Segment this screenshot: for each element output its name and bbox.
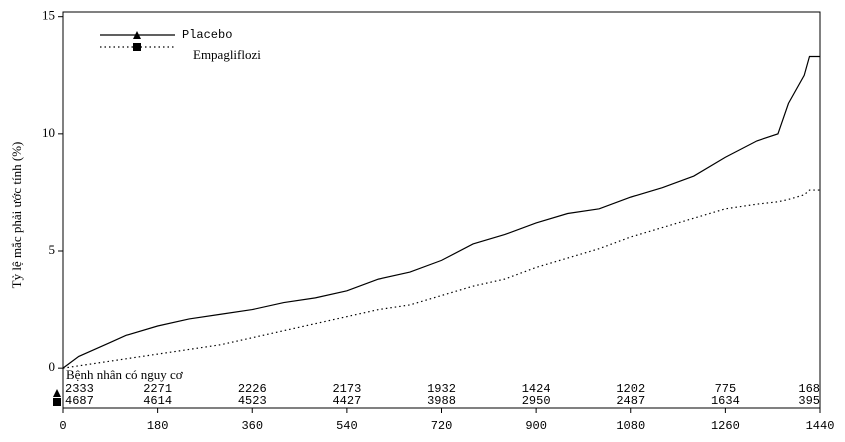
x-tick-label: 540 xyxy=(336,419,358,433)
plot-frame xyxy=(62,11,821,409)
legend-marker xyxy=(133,43,141,51)
risk-count: 4614 xyxy=(143,394,172,408)
risk-count: 4523 xyxy=(238,394,267,408)
y-axis-label: Tỷ lệ mắc phải ước tính (%) xyxy=(9,142,24,289)
risk-marker xyxy=(53,389,61,397)
risk-count: 4687 xyxy=(65,394,94,408)
risk-count: 4427 xyxy=(332,394,361,408)
risk-table-label: Bệnh nhân có nguy cơ xyxy=(66,367,184,382)
risk-count: 395 xyxy=(798,394,820,408)
risk-count: 2333 xyxy=(65,382,94,396)
risk-count: 168 xyxy=(798,382,820,396)
risk-count: 1424 xyxy=(522,382,551,396)
risk-marker xyxy=(53,398,61,406)
legend-label: Placebo xyxy=(182,28,232,42)
risk-count: 2487 xyxy=(616,394,645,408)
y-tick-label: 5 xyxy=(49,242,56,257)
risk-count: 3988 xyxy=(427,394,456,408)
series-line xyxy=(62,189,820,369)
y-tick-label: 15 xyxy=(42,8,55,23)
risk-count: 2950 xyxy=(522,394,551,408)
risk-count: 775 xyxy=(715,382,737,396)
x-tick-label: 1260 xyxy=(711,419,740,433)
risk-count: 2173 xyxy=(332,382,361,396)
risk-count: 1634 xyxy=(711,394,740,408)
x-tick-label: 900 xyxy=(525,419,547,433)
risk-count: 1202 xyxy=(616,382,645,396)
x-tick-label: 1440 xyxy=(806,419,835,433)
x-tick-label: 0 xyxy=(59,419,66,433)
risk-count: 2271 xyxy=(143,382,172,396)
legend-marker xyxy=(133,31,141,39)
y-tick-label: 10 xyxy=(42,125,55,140)
x-tick-label: 1080 xyxy=(616,419,645,433)
x-tick-label: 360 xyxy=(241,419,263,433)
risk-count: 1932 xyxy=(427,382,456,396)
x-tick-label: 720 xyxy=(431,419,453,433)
x-tick-label: 180 xyxy=(147,419,169,433)
series-line xyxy=(62,55,820,369)
y-tick-label: 0 xyxy=(49,359,56,374)
risk-count: 2226 xyxy=(238,382,267,396)
legend-label: Empagliflozi xyxy=(193,47,261,62)
